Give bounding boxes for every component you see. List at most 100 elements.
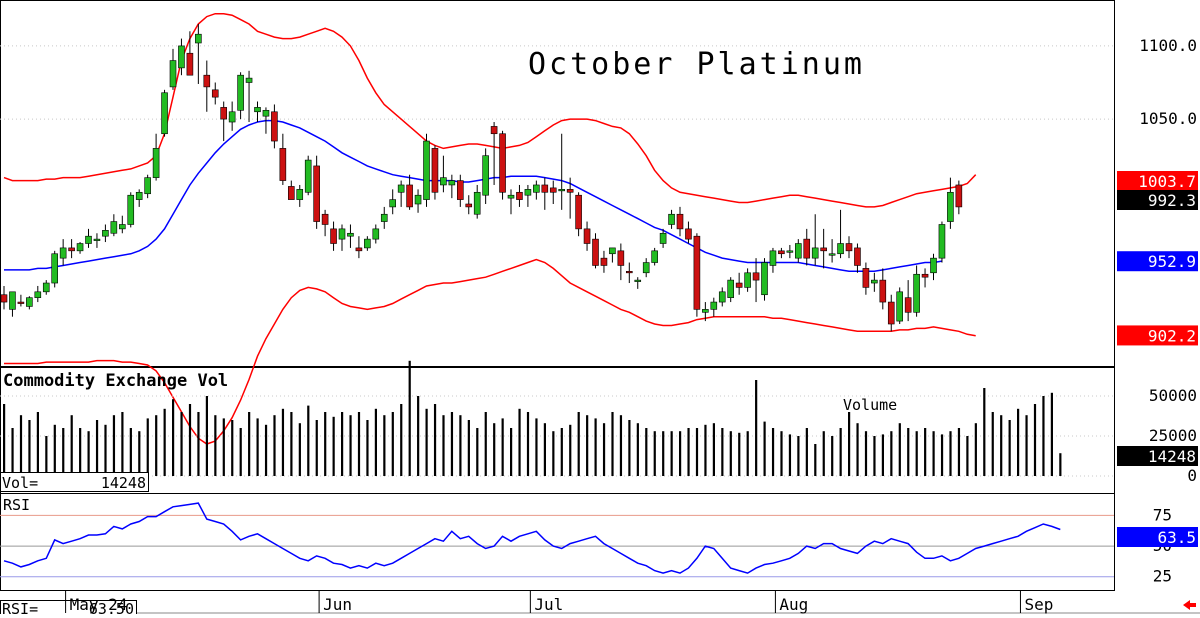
candle-up bbox=[828, 253, 836, 256]
volume-readout-box bbox=[0, 472, 149, 492]
volume-bar bbox=[552, 431, 555, 476]
volume-bar bbox=[197, 412, 200, 476]
volume-bar bbox=[95, 420, 99, 476]
candle-down bbox=[279, 148, 287, 181]
candle-down bbox=[592, 238, 599, 266]
volume-tick-label: 25000 bbox=[1149, 426, 1197, 445]
candle-up bbox=[102, 230, 109, 237]
volume-bar bbox=[1017, 408, 1020, 476]
volume-bar bbox=[129, 428, 132, 476]
volume-bar bbox=[1033, 404, 1037, 476]
volume-bar bbox=[653, 431, 656, 476]
volume-bar bbox=[172, 399, 175, 476]
candle-up bbox=[144, 177, 151, 195]
volume-bar bbox=[501, 418, 504, 476]
volume-bar bbox=[518, 408, 521, 476]
volume-bar bbox=[814, 444, 817, 476]
volume-bar bbox=[662, 431, 665, 476]
price-tag-label: 992.3 bbox=[1148, 191, 1196, 210]
candle-up bbox=[659, 232, 667, 244]
volume-bar bbox=[36, 412, 39, 476]
volume-bar bbox=[619, 415, 623, 476]
volume-bar bbox=[239, 428, 242, 476]
candle-up bbox=[423, 140, 430, 200]
candle-down bbox=[879, 279, 887, 303]
moving-average-line bbox=[4, 119, 943, 273]
volume-bar bbox=[839, 428, 842, 476]
candle-up bbox=[389, 199, 397, 208]
volume-bar bbox=[290, 412, 293, 476]
candle-up bbox=[59, 247, 67, 259]
volume-bar bbox=[636, 423, 639, 476]
volume-bar bbox=[138, 431, 141, 476]
x-tick-label: May 24 bbox=[70, 595, 128, 614]
candle-up bbox=[938, 224, 946, 259]
candle-down bbox=[287, 186, 295, 200]
volume-bar bbox=[907, 428, 910, 476]
volume-bar bbox=[45, 436, 48, 476]
x-tick-label: Sep bbox=[1024, 595, 1053, 614]
volume-bar bbox=[890, 431, 893, 476]
volume-bar bbox=[569, 424, 572, 476]
volume-bar bbox=[408, 360, 411, 476]
volume-bar bbox=[1000, 415, 1003, 476]
volume-bar bbox=[349, 415, 352, 476]
price-tag-box bbox=[1117, 171, 1198, 191]
volume-bar bbox=[645, 428, 648, 476]
volume-grid bbox=[0, 395, 1114, 477]
candle-down bbox=[617, 250, 625, 266]
volume-bar bbox=[712, 423, 715, 476]
volume-bar bbox=[391, 412, 394, 476]
volume-bar bbox=[670, 431, 673, 476]
volume-bar bbox=[366, 420, 369, 476]
candle-up bbox=[913, 273, 920, 313]
candle-down bbox=[752, 272, 760, 281]
volume-bar bbox=[28, 420, 31, 476]
volume-tick-label: 50000 bbox=[1149, 386, 1197, 405]
volume-bar bbox=[298, 423, 301, 476]
candle-up bbox=[558, 189, 566, 192]
candle-up bbox=[338, 228, 346, 240]
volume-bar bbox=[214, 415, 217, 476]
candle-up bbox=[668, 213, 675, 225]
candle-up bbox=[135, 191, 143, 200]
candle-up bbox=[237, 74, 244, 111]
candle-up bbox=[262, 110, 270, 117]
price-tag-box bbox=[1117, 190, 1198, 210]
candle-up bbox=[161, 92, 168, 135]
volume-last-tag-label: 14248 bbox=[1148, 447, 1196, 466]
candle-down bbox=[735, 282, 743, 288]
candle-up bbox=[482, 155, 489, 196]
volume-bar bbox=[433, 404, 437, 476]
price-tag: 902.2 bbox=[1117, 325, 1198, 346]
volume-bar bbox=[746, 431, 749, 476]
volume-bar bbox=[687, 428, 690, 476]
volume-bar bbox=[205, 396, 208, 476]
candle-down bbox=[693, 235, 701, 310]
scroll-arrow-icon[interactable] bbox=[1183, 600, 1196, 610]
volume-bar bbox=[11, 428, 14, 476]
candle-up bbox=[9, 291, 16, 310]
volume-bar bbox=[442, 415, 445, 476]
candle-down bbox=[921, 273, 929, 278]
volume-bar bbox=[526, 412, 530, 476]
volume-bar bbox=[1025, 415, 1028, 476]
candle-up bbox=[178, 45, 185, 69]
candle-up bbox=[769, 250, 777, 266]
candle-down bbox=[271, 111, 278, 142]
candle-up bbox=[896, 291, 904, 322]
candle-up bbox=[609, 247, 616, 255]
volume-bar bbox=[898, 423, 901, 476]
volume-bar bbox=[602, 423, 606, 476]
candle-up bbox=[761, 262, 768, 296]
volume-bar bbox=[19, 415, 23, 476]
volume-bar bbox=[374, 408, 377, 476]
candle-up bbox=[448, 180, 456, 186]
volume-bar bbox=[940, 434, 944, 476]
volume-bar bbox=[484, 412, 487, 476]
volume-bar bbox=[848, 412, 851, 476]
rsi-last-tag-label: 63.5 bbox=[1157, 528, 1196, 547]
candle-up bbox=[85, 235, 92, 244]
candle-down bbox=[330, 228, 337, 244]
volume-bars-group bbox=[3, 360, 1062, 476]
